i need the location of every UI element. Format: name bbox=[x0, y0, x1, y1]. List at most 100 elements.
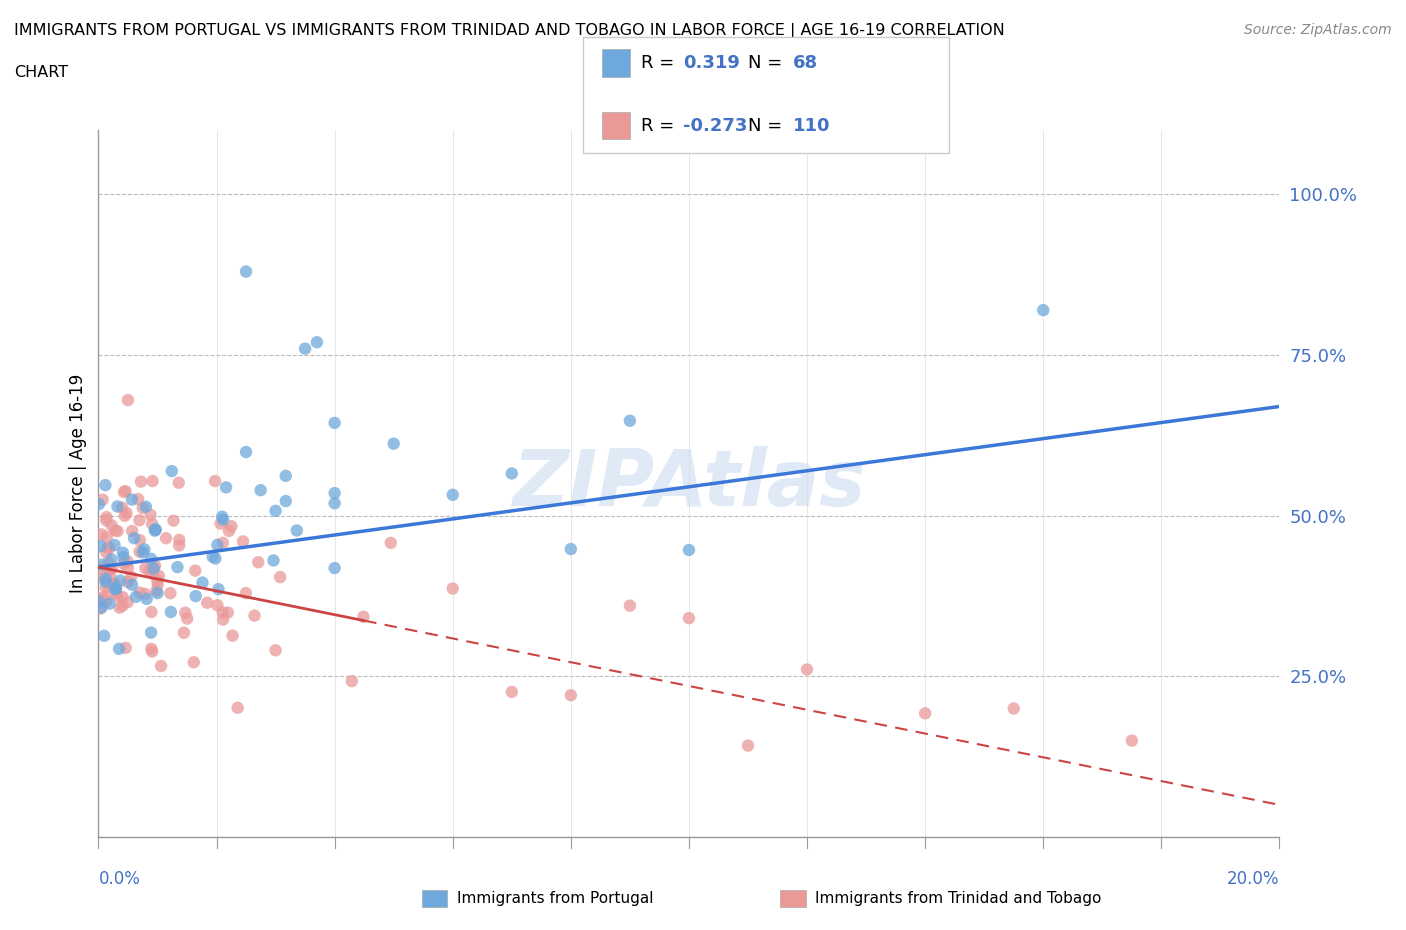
Point bbox=[678, 542, 700, 557]
Point bbox=[135, 499, 157, 514]
Point bbox=[235, 445, 257, 459]
Point bbox=[121, 492, 143, 507]
Point bbox=[125, 590, 148, 604]
Text: 20.0%: 20.0% bbox=[1227, 870, 1279, 888]
Text: 0.0%: 0.0% bbox=[98, 870, 141, 888]
Point bbox=[98, 568, 121, 583]
Point bbox=[221, 628, 243, 643]
Point bbox=[323, 496, 346, 511]
Text: Source: ZipAtlas.com: Source: ZipAtlas.com bbox=[1244, 23, 1392, 37]
Point bbox=[217, 605, 239, 620]
Point bbox=[139, 508, 162, 523]
Point bbox=[619, 413, 641, 428]
Text: 110: 110 bbox=[793, 116, 831, 135]
Point bbox=[441, 581, 464, 596]
Point bbox=[166, 560, 188, 575]
Point bbox=[382, 436, 405, 451]
Point bbox=[139, 625, 162, 640]
Point bbox=[108, 600, 131, 615]
Point bbox=[98, 596, 121, 611]
Point bbox=[94, 478, 117, 493]
Point bbox=[195, 595, 218, 610]
Point bbox=[111, 500, 134, 515]
Point bbox=[89, 592, 111, 607]
Point bbox=[101, 561, 124, 576]
Point bbox=[204, 473, 226, 488]
Point bbox=[104, 577, 127, 591]
Point bbox=[159, 586, 181, 601]
Point bbox=[100, 551, 122, 566]
Point bbox=[141, 604, 163, 619]
Point bbox=[232, 534, 254, 549]
Point bbox=[127, 492, 149, 507]
Point bbox=[184, 564, 207, 578]
Point bbox=[96, 510, 118, 525]
Point bbox=[1002, 701, 1025, 716]
Point bbox=[619, 598, 641, 613]
Point bbox=[141, 516, 163, 531]
Point bbox=[91, 492, 114, 507]
Point bbox=[104, 581, 127, 596]
Point bbox=[107, 524, 129, 538]
Text: IMMIGRANTS FROM PORTUGAL VS IMMIGRANTS FROM TRINIDAD AND TOBAGO IN LABOR FORCE |: IMMIGRANTS FROM PORTUGAL VS IMMIGRANTS F… bbox=[14, 23, 1005, 39]
Point bbox=[134, 561, 156, 576]
Point bbox=[191, 575, 214, 590]
Point bbox=[87, 594, 110, 609]
Point bbox=[678, 611, 700, 626]
Point bbox=[201, 550, 224, 565]
Point bbox=[96, 545, 118, 560]
Point bbox=[138, 563, 160, 578]
Point bbox=[174, 605, 197, 620]
Point bbox=[128, 512, 150, 527]
Point bbox=[112, 550, 135, 565]
Point bbox=[122, 531, 145, 546]
Point bbox=[117, 560, 139, 575]
Point bbox=[112, 485, 135, 499]
Point bbox=[103, 538, 125, 552]
Point bbox=[146, 574, 169, 589]
Point bbox=[91, 591, 114, 605]
Point bbox=[96, 513, 118, 528]
Point bbox=[285, 523, 308, 538]
Point bbox=[441, 487, 464, 502]
Point bbox=[1121, 733, 1143, 748]
Point bbox=[98, 540, 121, 555]
Point bbox=[218, 524, 240, 538]
Point bbox=[141, 642, 163, 657]
Point bbox=[105, 586, 128, 601]
Point bbox=[90, 557, 112, 572]
Point bbox=[269, 570, 291, 585]
Point bbox=[226, 700, 249, 715]
Point bbox=[134, 587, 156, 602]
Point bbox=[340, 673, 363, 688]
Point bbox=[96, 530, 118, 545]
Text: CHART: CHART bbox=[14, 65, 67, 80]
Point bbox=[305, 335, 328, 350]
Point bbox=[115, 506, 138, 521]
Point bbox=[274, 494, 297, 509]
Point bbox=[207, 582, 229, 597]
Point bbox=[89, 562, 111, 577]
Text: N =: N = bbox=[748, 116, 787, 135]
Point bbox=[160, 463, 183, 478]
Point bbox=[380, 536, 402, 551]
Point bbox=[94, 580, 117, 595]
Point bbox=[114, 509, 136, 524]
Point bbox=[117, 392, 139, 407]
Point bbox=[215, 480, 238, 495]
Point bbox=[560, 688, 582, 703]
Point bbox=[111, 545, 134, 560]
Text: N =: N = bbox=[748, 54, 787, 73]
Point bbox=[146, 578, 169, 592]
Point bbox=[128, 585, 150, 600]
Point bbox=[160, 604, 183, 619]
Text: 68: 68 bbox=[793, 54, 818, 73]
Point bbox=[294, 341, 316, 356]
Point bbox=[143, 524, 166, 538]
Point bbox=[135, 591, 157, 606]
Point bbox=[155, 531, 177, 546]
Text: 0.319: 0.319 bbox=[683, 54, 740, 73]
Point bbox=[560, 541, 582, 556]
Point bbox=[145, 583, 167, 598]
Point bbox=[114, 641, 136, 656]
